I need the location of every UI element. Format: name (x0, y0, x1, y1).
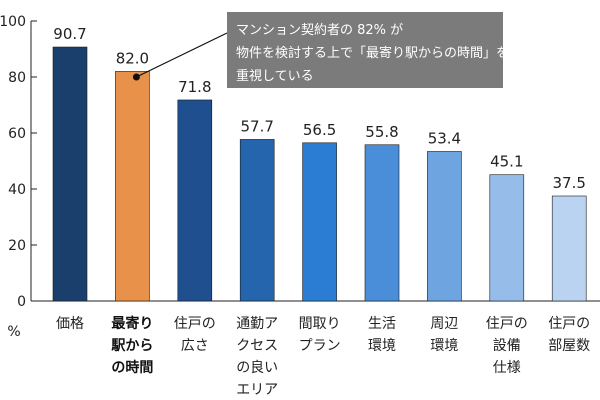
category-label: エリア (236, 382, 278, 398)
value-label: 56.5 (303, 121, 336, 139)
y-tick-label: 0 (17, 294, 26, 310)
category-label: の時間 (111, 359, 153, 376)
category-label: 環境 (430, 338, 458, 354)
value-label: 90.7 (53, 25, 86, 43)
category-label: 生活 (368, 316, 396, 332)
category-label: 間取り (299, 316, 341, 332)
annotation-text: マンション契約者の 82% が (236, 23, 403, 38)
bar (177, 99, 213, 302)
category-label: 住戸の (486, 316, 528, 332)
y-tick-label: 80 (8, 70, 26, 86)
bar (239, 139, 275, 302)
bar (427, 151, 462, 302)
category-label: 周辺 (430, 316, 458, 332)
category-label: 駅から (111, 338, 153, 354)
category-label: 通勤ア (236, 316, 278, 332)
category-label: 仕様 (493, 360, 521, 376)
category-label: 価格 (56, 316, 84, 332)
annotation-box (227, 12, 503, 88)
bar (115, 71, 150, 302)
category-label: クセス (236, 338, 278, 354)
category-label: 最寄り (111, 315, 153, 332)
annotation-dot (132, 73, 140, 81)
value-label: 53.4 (428, 129, 461, 147)
value-label: 57.7 (240, 117, 273, 135)
y-tick-label: 100 (0, 14, 26, 30)
bar (489, 174, 525, 302)
category-label: 設備 (493, 338, 521, 354)
category-label: 環境 (368, 338, 396, 354)
bar (364, 144, 400, 302)
bar (302, 142, 337, 302)
y-tick-label: 60 (8, 126, 26, 142)
annotation: マンション契約者の 82% が物件を検討する上で「最寄り駅からの時間」を重視して… (132, 12, 509, 88)
value-label: 55.8 (365, 123, 398, 141)
value-label: 82.0 (116, 49, 149, 67)
y-tick-label: 20 (8, 238, 26, 254)
annotation-leader-line (136, 32, 228, 78)
y-tick-label: 40 (8, 182, 26, 198)
value-label: 37.5 (552, 174, 585, 192)
bar (52, 46, 88, 302)
y-unit-label: % (7, 324, 20, 340)
annotation-text: 物件を検討する上で「最寄り駅からの時間」を (236, 45, 509, 61)
value-label: 45.1 (490, 153, 523, 171)
category-label: プラン (299, 338, 341, 354)
category-label: 部屋数 (548, 338, 590, 354)
category-label: 住戸の (174, 316, 216, 332)
annotation-text: 重視している (236, 68, 314, 84)
bars: 90.7 82.0 71.8 57.7 56.5 55.8 53.4 45.1 37.5 (52, 25, 587, 302)
value-label: 71.8 (178, 78, 211, 96)
category-label: 広さ (181, 338, 209, 354)
bar (551, 195, 587, 302)
category-label: の良い (236, 360, 278, 376)
category-label: 住戸の (548, 316, 590, 332)
